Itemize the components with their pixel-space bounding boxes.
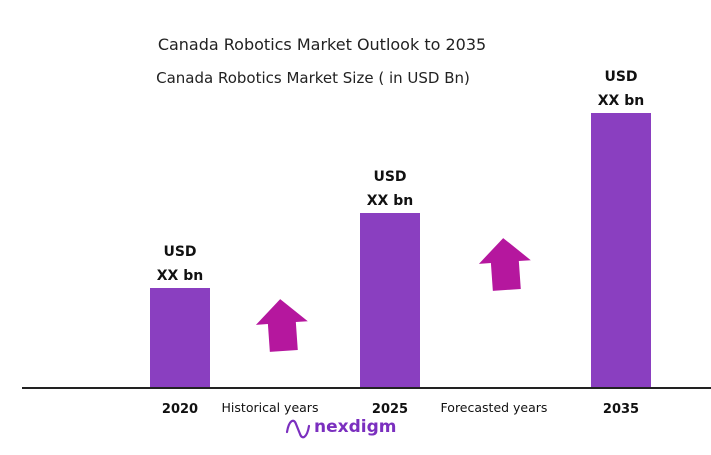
chart-title: Canada Robotics Market Outlook to 2035 — [158, 35, 486, 54]
chart-subtitle: Canada Robotics Market Size ( in USD Bn) — [156, 69, 470, 87]
x-tick-label-2020: 2020 — [162, 402, 198, 417]
bar-data-label-2035-line-1: USD — [604, 69, 637, 85]
bar-data-label-2035-line-2: XX bn — [598, 93, 644, 109]
bar-2035 — [591, 113, 651, 388]
x-tick-label-2025: 2025 — [372, 402, 408, 417]
nexdigm-logo: nexdigm — [285, 417, 396, 439]
bars-group: USD XX bn USD XX bn USD XX bn — [150, 69, 651, 388]
bar-data-label-2020-line-2: XX bn — [157, 268, 203, 284]
bar-2020 — [150, 288, 210, 388]
growth-arrow-up-icon-historical — [255, 299, 308, 352]
period-label-forecasted: Forecasted years — [441, 400, 548, 415]
bar-data-label-2025-line-1: USD — [373, 169, 406, 185]
x-tick-label-2035: 2035 — [603, 402, 639, 417]
bar-data-label-2025-line-2: XX bn — [367, 193, 413, 209]
x-ticks-group: 2020 2025 2035 — [162, 402, 639, 417]
nexdigm-logo-text: nexdigm — [314, 417, 396, 437]
nexdigm-logo-mark-icon — [285, 419, 311, 439]
growth-arrow-up-icon-forecasted — [478, 238, 531, 291]
bar-2025 — [360, 213, 420, 388]
bar-data-label-2020-line-1: USD — [163, 244, 196, 260]
arrows-group — [255, 238, 531, 352]
period-label-historical: Historical years — [222, 400, 319, 415]
